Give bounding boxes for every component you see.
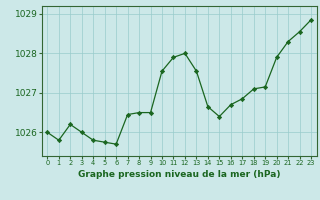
X-axis label: Graphe pression niveau de la mer (hPa): Graphe pression niveau de la mer (hPa)	[78, 170, 280, 179]
